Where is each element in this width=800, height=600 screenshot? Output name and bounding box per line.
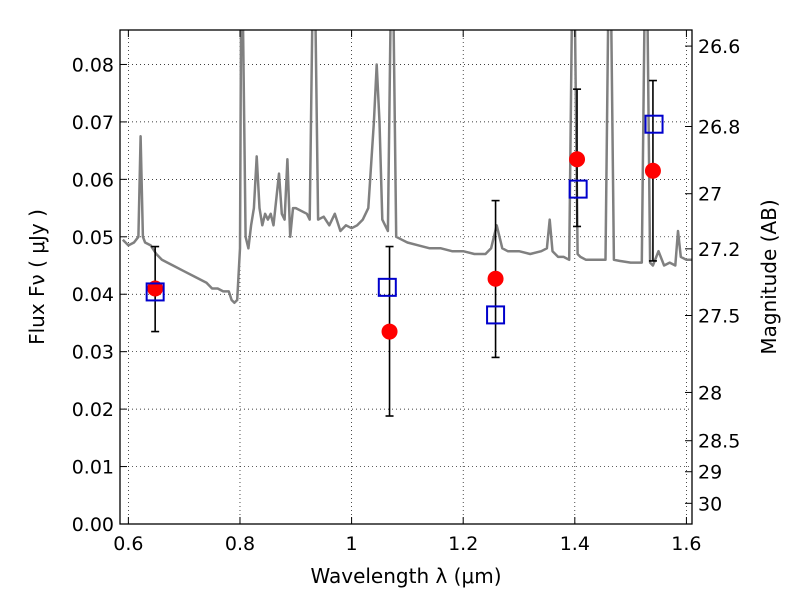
observed-point <box>487 270 504 287</box>
y2-tick-label: 27 <box>698 184 722 206</box>
model-point <box>486 305 506 325</box>
y2-tick-label: 28 <box>698 382 722 404</box>
y-tick-label: 0.08 <box>72 54 114 76</box>
y-tick-label: 0.01 <box>72 457 114 479</box>
y2-tick-label: 26.8 <box>698 117 740 139</box>
observed-point <box>381 323 398 340</box>
y2-tick-label: 27.2 <box>698 239 740 261</box>
y2-tick-label: 29 <box>698 462 722 484</box>
y-tick-label: 0.06 <box>72 169 114 191</box>
spectrum-line <box>121 30 692 305</box>
x-tick-label: 1.2 <box>448 533 478 555</box>
plot-frame <box>119 29 693 525</box>
model-point <box>377 277 397 297</box>
axis-ticks: 0.6 0.8 1 1.2 1.4 1.6 0.00 0.01 0.02 0.03 0.04 0.05… <box>72 30 740 555</box>
y2-tick-label: 30 <box>698 493 722 515</box>
y-tick-label: 0.05 <box>72 227 114 249</box>
model-spectrum <box>121 30 692 305</box>
x-tick-label: 1 <box>346 533 358 555</box>
y-tick-label: 0.07 <box>72 112 114 134</box>
y-tick-label: 0.04 <box>72 284 114 306</box>
y-tick-label: 0.02 <box>72 399 114 421</box>
data-points <box>145 114 664 340</box>
observed-point <box>569 151 586 168</box>
errorbars <box>151 79 657 417</box>
observed-point <box>644 162 661 179</box>
model-point <box>145 282 165 302</box>
model-point <box>644 114 664 134</box>
x-tick-label: 1.4 <box>560 533 590 555</box>
x-tick-label: 0.8 <box>225 533 255 555</box>
y2-tick-label: 28.5 <box>698 431 740 453</box>
y-axis-title: Flux Fν ( μJy ) <box>25 209 49 345</box>
y2-tick-label: 26.6 <box>698 36 740 58</box>
y2-axis-title: Magnitude (AB) <box>757 199 781 354</box>
model-point <box>568 179 588 199</box>
y-tick-label: 0.03 <box>72 342 114 364</box>
x-axis-title: Wavelength λ (μm) <box>310 564 501 588</box>
y-tick-label: 0.00 <box>72 514 114 536</box>
x-tick-label: 1.6 <box>671 533 701 555</box>
x-tick-label: 0.6 <box>113 533 143 555</box>
y2-tick-label: 27.5 <box>698 305 740 327</box>
